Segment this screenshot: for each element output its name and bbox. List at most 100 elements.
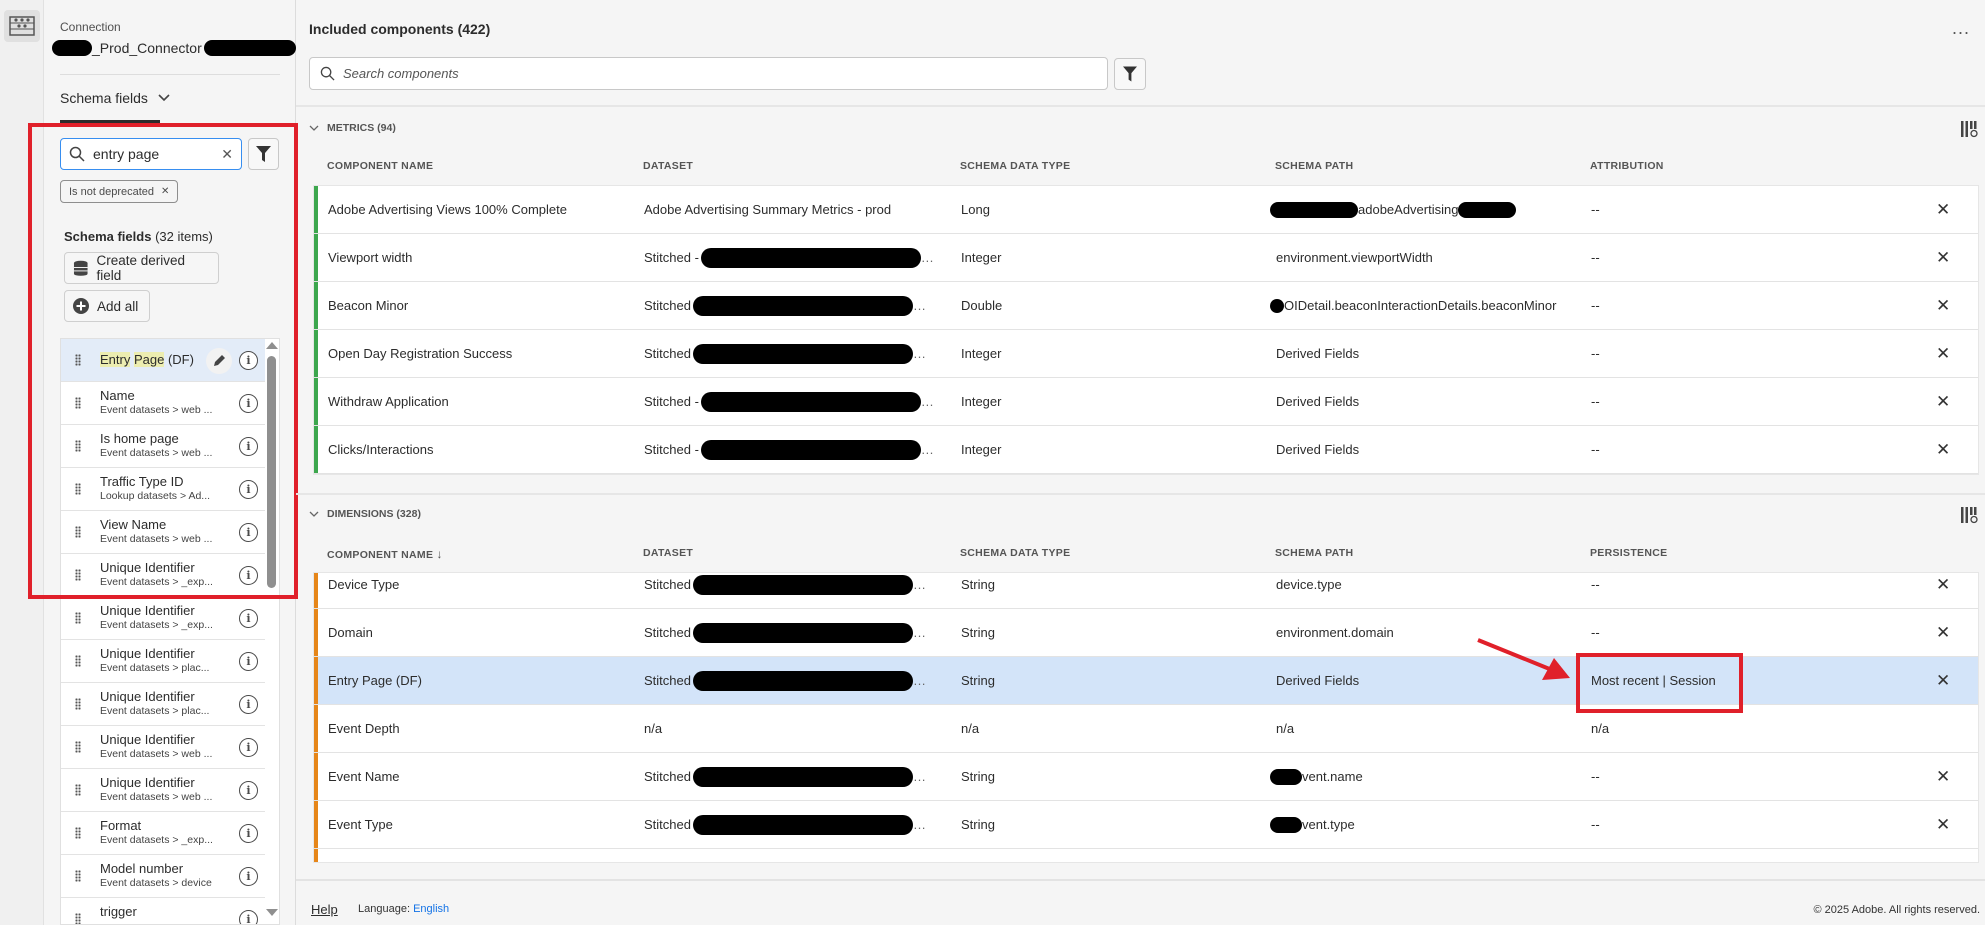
add-all-button[interactable]: Add all xyxy=(64,290,150,322)
remove-filter-icon[interactable]: ✕ xyxy=(161,186,170,197)
info-icon[interactable]: i xyxy=(239,609,258,628)
schema-field-item[interactable]: Format Event datasets > _exp... i xyxy=(61,812,265,855)
table-row[interactable]: Clicks/Interactions Stitched -… Integer Der… xyxy=(314,426,1978,474)
table-row[interactable]: Event Depth n/a n/a n/a n/a xyxy=(314,705,1978,753)
info-icon[interactable]: i xyxy=(239,351,258,370)
clear-search-icon[interactable]: ✕ xyxy=(221,145,233,162)
table-row[interactable]: Withdraw Application Stitched -… Integer De… xyxy=(314,378,1978,426)
remove-component-icon[interactable]: ✕ xyxy=(1936,199,1951,219)
drag-handle-icon[interactable] xyxy=(75,655,81,667)
table-row[interactable] xyxy=(314,849,1978,862)
table-row[interactable]: Open Day Registration Success Stitched… In… xyxy=(314,330,1978,378)
info-icon[interactable]: i xyxy=(239,781,258,800)
table-row[interactable]: Event Type Stitched… String vent.type -- ✕ xyxy=(314,801,1978,849)
remove-component-icon[interactable]: ✕ xyxy=(1936,247,1951,267)
column-header[interactable]: DATASET xyxy=(643,547,693,559)
schema-search-input[interactable] xyxy=(93,146,203,162)
info-icon[interactable]: i xyxy=(239,394,258,413)
schema-field-item[interactable]: Unique Identifier Event datasets > _exp..… xyxy=(61,554,265,597)
table-row[interactable]: Beacon Minor Stitched… Double OIDetail.beac… xyxy=(314,282,1978,330)
schema-filter-button[interactable] xyxy=(248,138,279,170)
scrollbar-thumb[interactable] xyxy=(267,356,276,588)
drag-handle-icon[interactable] xyxy=(75,827,81,839)
table-row[interactable]: Viewport width Stitched -… Integer environm… xyxy=(314,234,1978,282)
table-row[interactable]: Adobe Advertising Views 100% Complete Ado… xyxy=(314,186,1978,234)
column-header[interactable]: SCHEMA DATA TYPE xyxy=(960,160,1070,172)
remove-component-icon[interactable]: ✕ xyxy=(1936,622,1951,642)
info-icon[interactable]: i xyxy=(239,910,258,924)
language-selector[interactable]: Language: English xyxy=(358,903,449,915)
remove-component-icon[interactable]: ✕ xyxy=(1936,814,1951,834)
column-header[interactable]: SCHEMA PATH xyxy=(1275,547,1353,559)
schema-field-item[interactable]: Unique Identifier Event datasets > _exp..… xyxy=(61,597,265,640)
component-search-field[interactable] xyxy=(309,57,1108,90)
remove-component-icon[interactable]: ✕ xyxy=(1936,670,1951,690)
edit-icon[interactable] xyxy=(206,348,232,374)
drag-handle-icon[interactable] xyxy=(75,397,81,409)
schema-field-item[interactable]: trigger i xyxy=(61,898,265,924)
dimensions-section-toggle[interactable]: DIMENSIONS (328) xyxy=(309,508,421,520)
table-row[interactable]: Entry Page (DF) Stitched… String Derived Fi… xyxy=(314,657,1978,705)
drag-handle-icon[interactable] xyxy=(75,784,81,796)
scroll-down-icon[interactable] xyxy=(266,909,278,916)
info-icon[interactable]: i xyxy=(239,566,258,585)
remove-component-icon[interactable]: ✕ xyxy=(1936,439,1951,459)
drag-handle-icon[interactable] xyxy=(75,913,81,924)
drag-handle-icon[interactable] xyxy=(75,569,81,581)
column-header[interactable]: SCHEMA PATH xyxy=(1275,160,1353,172)
info-icon[interactable]: i xyxy=(239,738,258,757)
components-panel-icon[interactable] xyxy=(4,10,40,42)
info-icon[interactable]: i xyxy=(239,523,258,542)
schema-field-item[interactable]: Traffic Type ID Lookup datasets > Ad... i xyxy=(61,468,265,511)
column-header[interactable]: COMPONENT NAME xyxy=(327,160,433,172)
drag-handle-icon[interactable] xyxy=(75,870,81,882)
remove-component-icon[interactable]: ✕ xyxy=(1936,391,1951,411)
info-icon[interactable]: i xyxy=(239,652,258,671)
column-header[interactable]: COMPONENT NAME ↓ xyxy=(327,547,443,561)
drag-handle-icon[interactable] xyxy=(75,698,81,710)
component-filter-button[interactable] xyxy=(1114,58,1146,90)
scroll-up-icon[interactable] xyxy=(266,342,278,349)
schema-field-item[interactable]: Is home page Event datasets > web ... i xyxy=(61,425,265,468)
help-link[interactable]: Help xyxy=(311,902,338,917)
info-icon[interactable]: i xyxy=(239,867,258,886)
column-header[interactable]: SCHEMA DATA TYPE xyxy=(960,547,1070,559)
schema-field-item[interactable]: Unique Identifier Event datasets > web ..… xyxy=(61,726,265,769)
drag-handle-icon[interactable] xyxy=(75,612,81,624)
arrow-down-icon[interactable]: ↓ xyxy=(436,547,443,561)
table-row[interactable]: Device Type Stitched… String device.type -- ✕ xyxy=(314,573,1978,609)
info-icon[interactable]: i xyxy=(239,695,258,714)
info-icon[interactable]: i xyxy=(239,824,258,843)
metrics-section-toggle[interactable]: METRICS (94) xyxy=(309,122,396,134)
schema-field-item[interactable]: Model number Event datasets > device i xyxy=(61,855,265,898)
schema-field-item[interactable]: View Name Event datasets > web ... i xyxy=(61,511,265,554)
schema-field-item[interactable]: Unique Identifier Event datasets > plac..… xyxy=(61,640,265,683)
remove-component-icon[interactable]: ✕ xyxy=(1936,343,1951,363)
remove-component-icon[interactable]: ✕ xyxy=(1936,574,1951,594)
schema-field-item[interactable]: Entry Page (DF) i xyxy=(61,339,265,382)
language-value-link[interactable]: English xyxy=(413,903,450,915)
info-icon[interactable]: i xyxy=(239,437,258,456)
column-settings-icon[interactable] xyxy=(1960,120,1978,141)
column-header[interactable]: DATASET xyxy=(643,160,693,172)
column-settings-icon[interactable] xyxy=(1960,506,1978,527)
remove-component-icon[interactable]: ✕ xyxy=(1936,295,1951,315)
schema-search-field[interactable]: ✕ xyxy=(60,138,242,170)
schema-field-item[interactable]: Unique Identifier Event datasets > plac..… xyxy=(61,683,265,726)
table-row[interactable]: Event Name Stitched… String vent.name -- ✕ xyxy=(314,753,1978,801)
drag-handle-icon[interactable] xyxy=(75,440,81,452)
schema-field-item[interactable]: Name Event datasets > web ... i xyxy=(61,382,265,425)
drag-handle-icon[interactable] xyxy=(75,526,81,538)
remove-component-icon[interactable]: ✕ xyxy=(1936,766,1951,786)
drag-handle-icon[interactable] xyxy=(75,741,81,753)
drag-handle-icon[interactable] xyxy=(75,354,81,366)
schema-field-item[interactable]: Unique Identifier Event datasets > web ..… xyxy=(61,769,265,812)
create-derived-field-button[interactable]: Create derived field xyxy=(64,252,219,284)
info-icon[interactable]: i xyxy=(239,480,258,499)
schema-fields-dropdown[interactable]: Schema fields xyxy=(60,90,170,106)
column-header[interactable]: ATTRIBUTION xyxy=(1590,160,1664,172)
component-search-input[interactable] xyxy=(343,66,1043,81)
table-row[interactable]: Domain Stitched… String environment.domain -… xyxy=(314,609,1978,657)
more-options-icon[interactable]: ... xyxy=(1952,18,1971,38)
drag-handle-icon[interactable] xyxy=(75,483,81,495)
